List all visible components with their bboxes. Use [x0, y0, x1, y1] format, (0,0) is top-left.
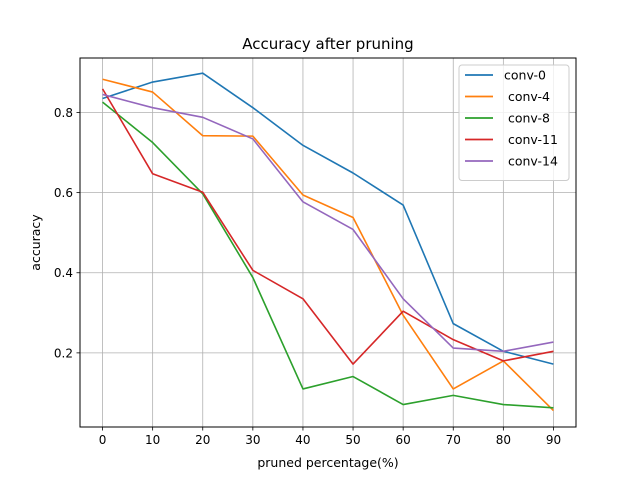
legend-label-conv-14: conv-14	[504, 154, 558, 169]
x-axis-title: pruned percentage(%)	[257, 455, 398, 470]
legend-label-conv-8: conv-8	[504, 111, 550, 126]
axis-ticks: 0 10 20 30 40 50 60 70 80 90 0.2 0.4 0.6 0.8	[54, 106, 561, 447]
x-tick-label: 50	[345, 433, 360, 447]
series-line-conv-0	[102, 72, 554, 365]
x-tick-label: 60	[396, 433, 411, 447]
series-line-conv-8	[102, 101, 554, 409]
legend: conv-0 conv-4 conv-8 conv-11 conv-14	[458, 64, 570, 181]
legend-label-conv-4: conv-4	[504, 89, 550, 104]
y-tick-label: 0.6	[54, 186, 73, 200]
series-line-conv-4	[102, 78, 555, 412]
y-tick-label: 0.2	[54, 346, 73, 360]
series-lines	[101, 72, 555, 412]
legend-box	[458, 64, 570, 181]
legend-label-conv-0: conv-0	[504, 68, 546, 83]
legend-label-conv-11: conv-11	[504, 132, 558, 147]
y-axis-title: accuracy	[28, 214, 43, 271]
chart-title: Accuracy after pruning	[242, 35, 413, 53]
y-tick-label: 0.4	[54, 266, 73, 280]
y-tick-label: 0.8	[54, 106, 73, 120]
x-tick-label: 20	[195, 433, 210, 447]
x-tick-label: 70	[446, 433, 461, 447]
x-tick-label: 10	[145, 433, 160, 447]
plot-area-frame	[79, 57, 577, 428]
x-tick-label: 80	[496, 433, 511, 447]
x-tick-label: 0	[99, 433, 107, 447]
x-tick-label: 40	[295, 433, 310, 447]
x-tick-label: 30	[245, 433, 260, 447]
series-line-conv-14	[102, 93, 554, 353]
x-tick-label: 90	[546, 433, 561, 447]
